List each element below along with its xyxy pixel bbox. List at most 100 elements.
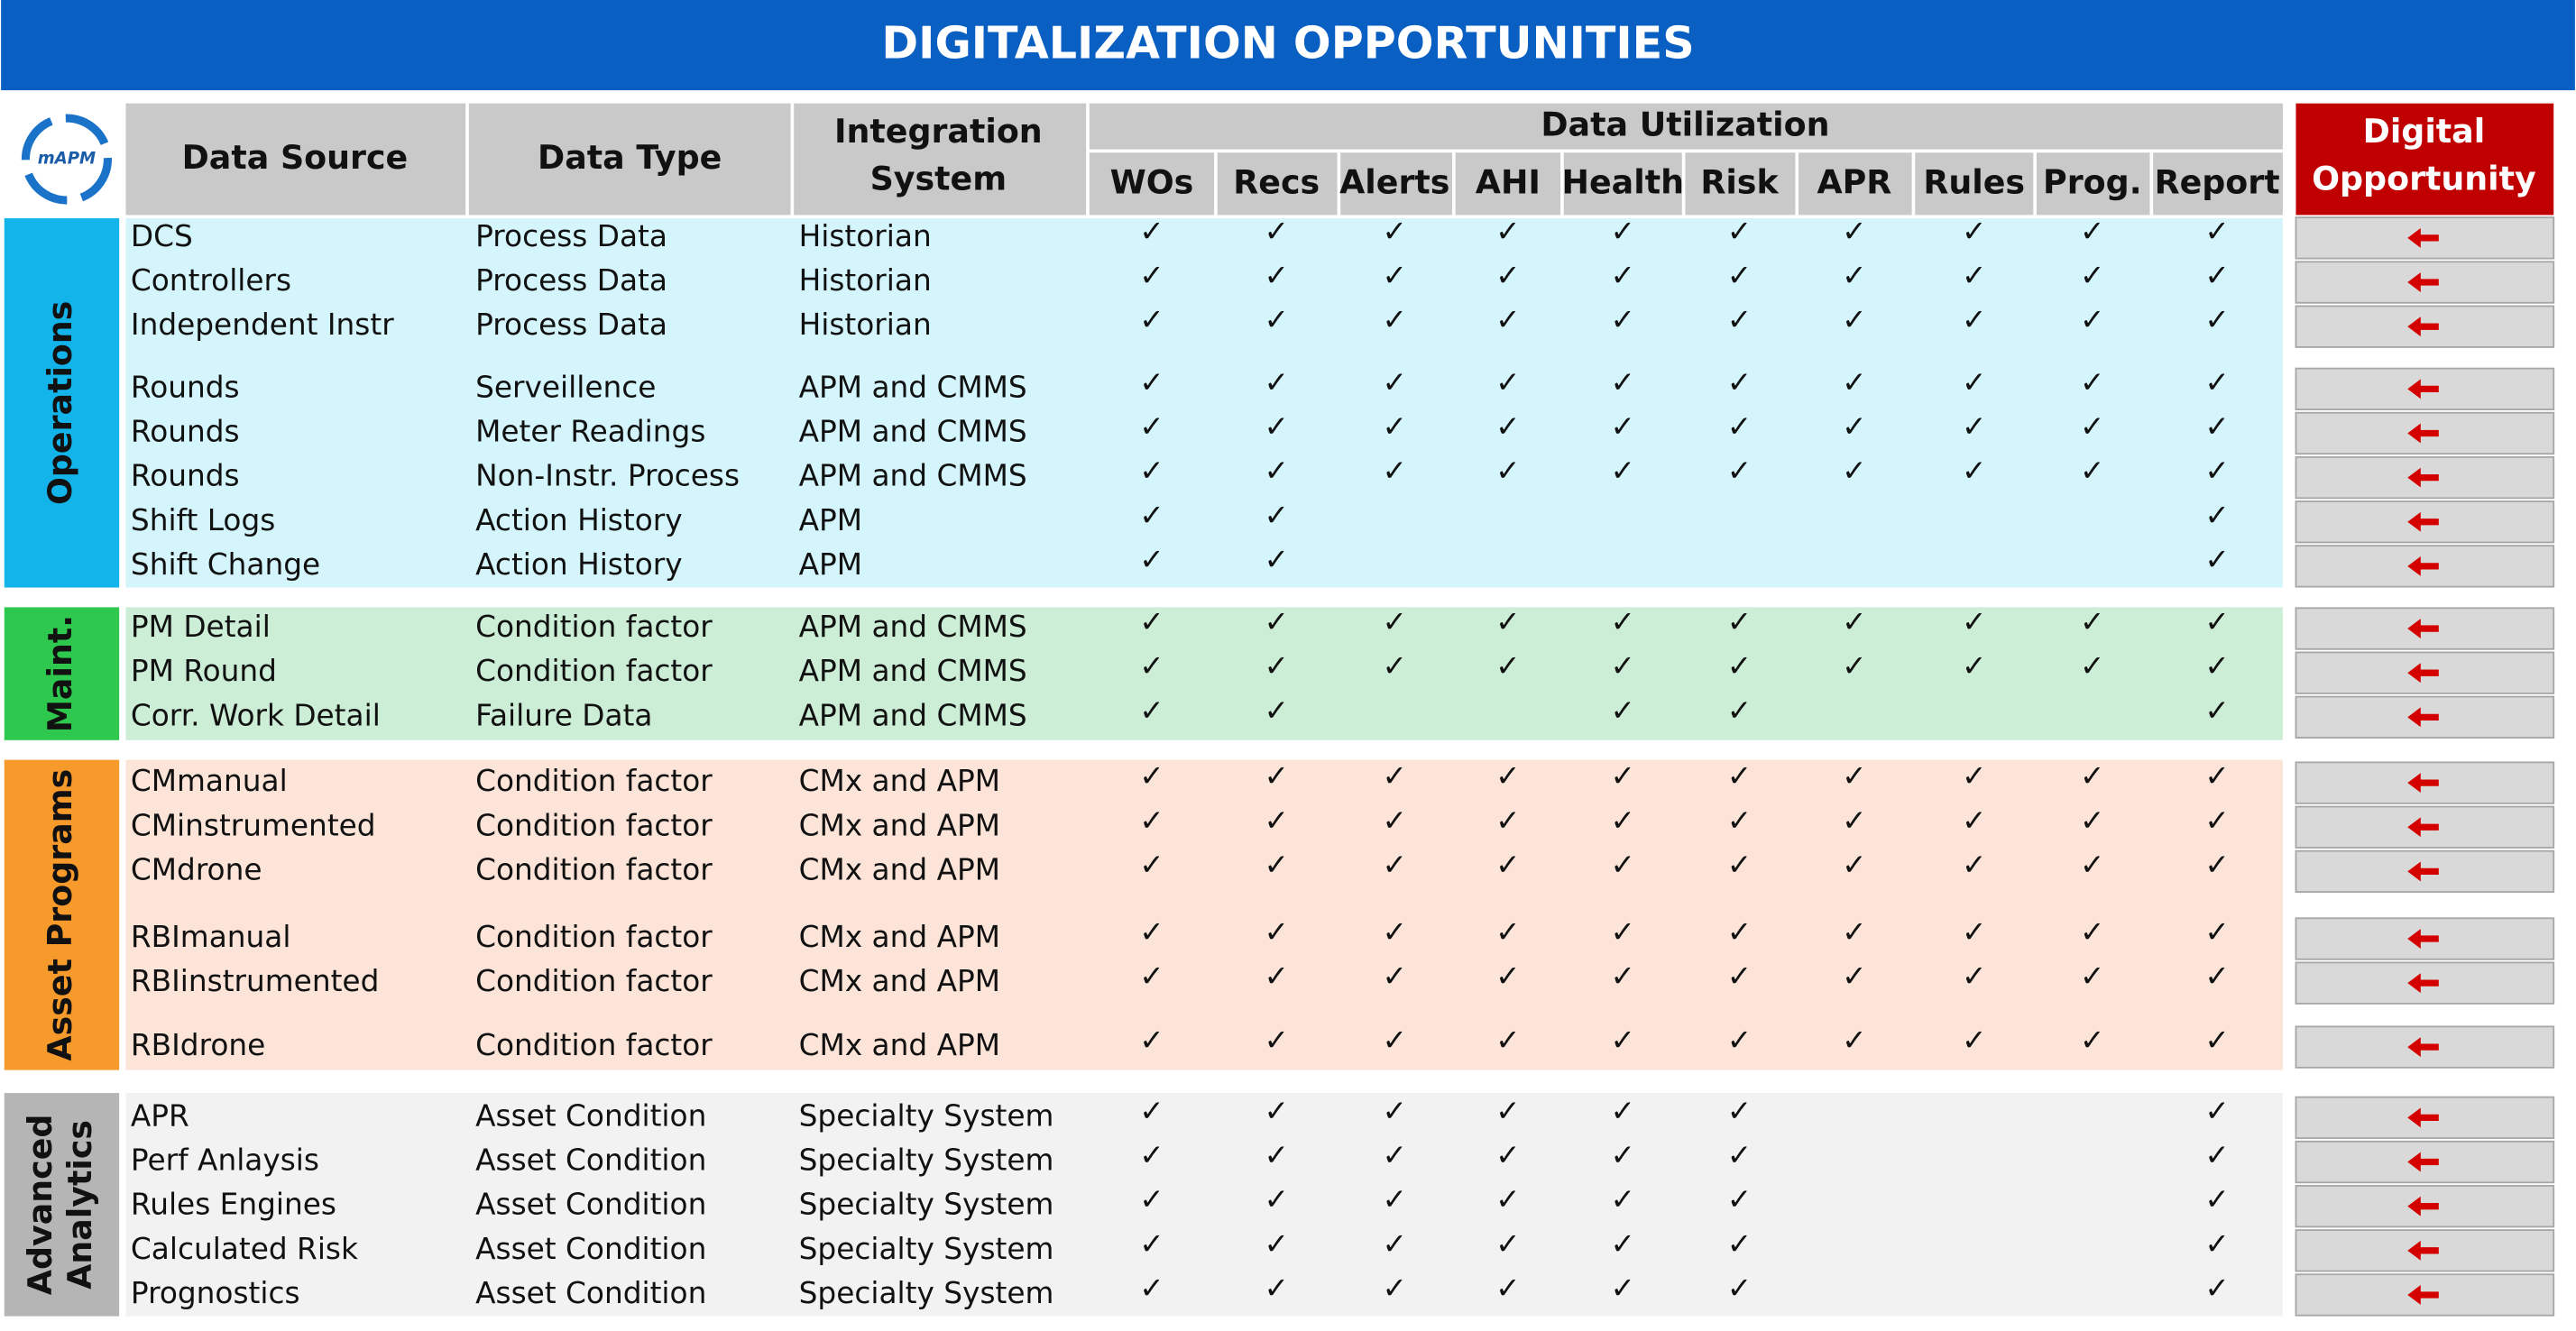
check-mark: ✓ — [2080, 848, 2104, 882]
data-type: Asset Condition — [475, 1143, 706, 1178]
check-mark: ✓ — [1495, 365, 1520, 399]
integration-system: CMx and APM — [799, 920, 1000, 954]
integration-system: CMx and APM — [799, 964, 1000, 998]
check-mark: ✓ — [1139, 759, 1164, 794]
data-type: Condition factor — [475, 654, 713, 688]
opportunity-arrow — [2407, 317, 2439, 337]
check-mark: ✓ — [1962, 959, 1986, 994]
title: DIGITALIZATION OPPORTUNITIES — [881, 16, 1694, 69]
check-mark: ✓ — [1962, 915, 1986, 950]
check-mark: ✓ — [1495, 649, 1520, 684]
check-mark: ✓ — [1842, 365, 1866, 399]
data-source: Rounds — [131, 370, 240, 404]
opportunity-arrow — [2407, 773, 2439, 794]
data-type: Condition factor — [475, 764, 713, 798]
check-mark: ✓ — [1962, 848, 1986, 882]
opportunity-arrow — [2407, 467, 2439, 488]
check-mark: ✓ — [2080, 1023, 2104, 1058]
check-mark: ✓ — [1495, 605, 1520, 639]
utilization-column-header: Report — [2155, 162, 2280, 201]
check-mark: ✓ — [1139, 303, 1164, 337]
data-type: Failure Data — [475, 698, 652, 732]
check-mark: ✓ — [1265, 693, 1289, 728]
check-mark: ✓ — [1495, 915, 1520, 950]
check-mark: ✓ — [1383, 259, 1407, 293]
utilization-column-header: Recs — [1233, 162, 1320, 201]
check-mark: ✓ — [1139, 1138, 1164, 1172]
integration-system: CMx and APM — [799, 808, 1000, 842]
data-type: Serveillence — [475, 370, 656, 404]
check-mark: ✓ — [1842, 1023, 1866, 1058]
check-mark: ✓ — [1139, 454, 1164, 488]
opportunity-arrow — [2407, 973, 2439, 994]
data-type: Action History — [475, 503, 683, 537]
check-mark: ✓ — [2204, 693, 2229, 728]
integration-system: APM and CMMS — [799, 654, 1027, 688]
check-mark: ✓ — [2204, 605, 2229, 639]
check-mark: ✓ — [1383, 848, 1407, 882]
check-mark: ✓ — [2204, 498, 2229, 532]
group-label-bg — [4, 218, 120, 588]
data-type: Asset Condition — [475, 1276, 706, 1310]
opportunity-arrow — [2407, 929, 2439, 949]
integration-system: CMx and APM — [799, 764, 1000, 798]
group-background — [125, 218, 2283, 588]
check-mark: ✓ — [1383, 303, 1407, 337]
check-mark: ✓ — [1842, 649, 1866, 684]
check-mark: ✓ — [1842, 959, 1866, 994]
opportunity-arrow — [2407, 707, 2439, 728]
data-type: Condition factor — [475, 852, 713, 886]
check-mark: ✓ — [2080, 605, 2104, 639]
check-mark: ✓ — [1265, 803, 1289, 838]
check-mark: ✓ — [1962, 759, 1986, 794]
data-type: Process Data — [475, 219, 667, 253]
check-mark: ✓ — [1495, 1271, 1520, 1306]
check-mark: ✓ — [2080, 915, 2104, 950]
check-mark: ✓ — [1495, 959, 1520, 994]
check-mark: ✓ — [2204, 848, 2229, 882]
opportunity-arrow — [2407, 619, 2439, 638]
integration-system: APM and CMMS — [799, 370, 1027, 404]
header-digital-opportunity: Digital — [2363, 112, 2486, 151]
check-mark: ✓ — [1611, 1182, 1635, 1216]
group-label: Operations — [41, 301, 79, 506]
check-mark: ✓ — [1383, 1271, 1407, 1306]
check-mark: ✓ — [2204, 303, 2229, 337]
integration-system: Specialty System — [799, 1276, 1054, 1310]
check-mark: ✓ — [1139, 1094, 1164, 1128]
check-mark: ✓ — [1265, 1226, 1289, 1261]
integration-system: APM and CMMS — [799, 698, 1027, 732]
header-integration: System — [870, 160, 1007, 198]
check-mark: ✓ — [1495, 848, 1520, 882]
check-mark: ✓ — [1611, 959, 1635, 994]
check-mark: ✓ — [1842, 214, 1866, 248]
check-mark: ✓ — [1139, 1182, 1164, 1216]
check-mark: ✓ — [2204, 409, 2229, 444]
check-mark: ✓ — [1727, 1226, 1752, 1261]
check-mark: ✓ — [1611, 1226, 1635, 1261]
check-mark: ✓ — [1383, 605, 1407, 639]
opportunity-arrow — [2407, 1240, 2439, 1261]
check-mark: ✓ — [1611, 409, 1635, 444]
check-mark: ✓ — [1139, 409, 1164, 444]
opportunity-arrow — [2407, 1285, 2439, 1305]
check-mark: ✓ — [2204, 454, 2229, 488]
check-mark: ✓ — [2204, 803, 2229, 838]
data-source: CMinstrumented — [131, 808, 376, 842]
check-mark: ✓ — [1842, 303, 1866, 337]
check-mark: ✓ — [1383, 365, 1407, 399]
check-mark: ✓ — [1139, 1023, 1164, 1058]
integration-system: Specialty System — [799, 1188, 1054, 1222]
check-mark: ✓ — [1727, 759, 1752, 794]
header-data-type: Data Type — [538, 138, 722, 177]
group-label: Analytics — [60, 1120, 99, 1290]
check-mark: ✓ — [1383, 915, 1407, 950]
check-mark: ✓ — [1842, 409, 1866, 444]
check-mark: ✓ — [2080, 759, 2104, 794]
check-mark: ✓ — [1842, 259, 1866, 293]
check-mark: ✓ — [1842, 915, 1866, 950]
group-label-bg — [4, 607, 120, 740]
group-label: Maint. — [41, 615, 79, 732]
data-type: Non-Instr. Process — [475, 459, 740, 493]
check-mark: ✓ — [1139, 915, 1164, 950]
